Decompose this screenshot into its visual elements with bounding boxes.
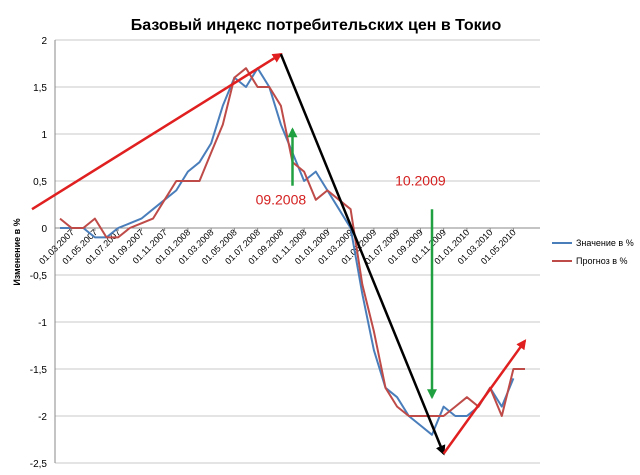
axes: -2,5-2-1,5-1-0,500,511,5201.03.200701.05…: [30, 36, 540, 470]
legend: Значение в % Прогноз в %: [552, 238, 634, 266]
annotation-arrow: [31, 53, 283, 211]
annotation-arrow: [279, 53, 446, 456]
chart-title: Базовый индекс потребительских цен в Ток…: [131, 17, 502, 34]
y-tick-label: -2,5: [30, 459, 48, 470]
y-axis-label: Изменение в %: [12, 218, 22, 285]
y-tick-label: 1: [41, 130, 47, 141]
annotation-arrow: [442, 339, 527, 455]
y-tick-label: -1: [38, 318, 47, 329]
series-lines: [59, 67, 525, 436]
y-tick-label: -2: [38, 412, 47, 423]
annotation-label: 10.2009: [395, 173, 446, 189]
annotations: 09.2008 10.2009: [256, 173, 446, 208]
y-tick-label: -1,5: [30, 365, 48, 376]
annotation-label: 09.2008: [256, 192, 307, 208]
legend-label: Значение в %: [576, 238, 634, 248]
legend-label: Прогноз в %: [576, 256, 628, 266]
y-tick-label: 0,5: [33, 177, 47, 188]
y-tick-label: 2: [41, 36, 47, 47]
y-tick-label: 1,5: [33, 83, 47, 94]
annotation-arrows: [31, 53, 527, 456]
y-tick-label: 0: [41, 224, 47, 235]
y-tick-label: -0,5: [30, 271, 48, 282]
